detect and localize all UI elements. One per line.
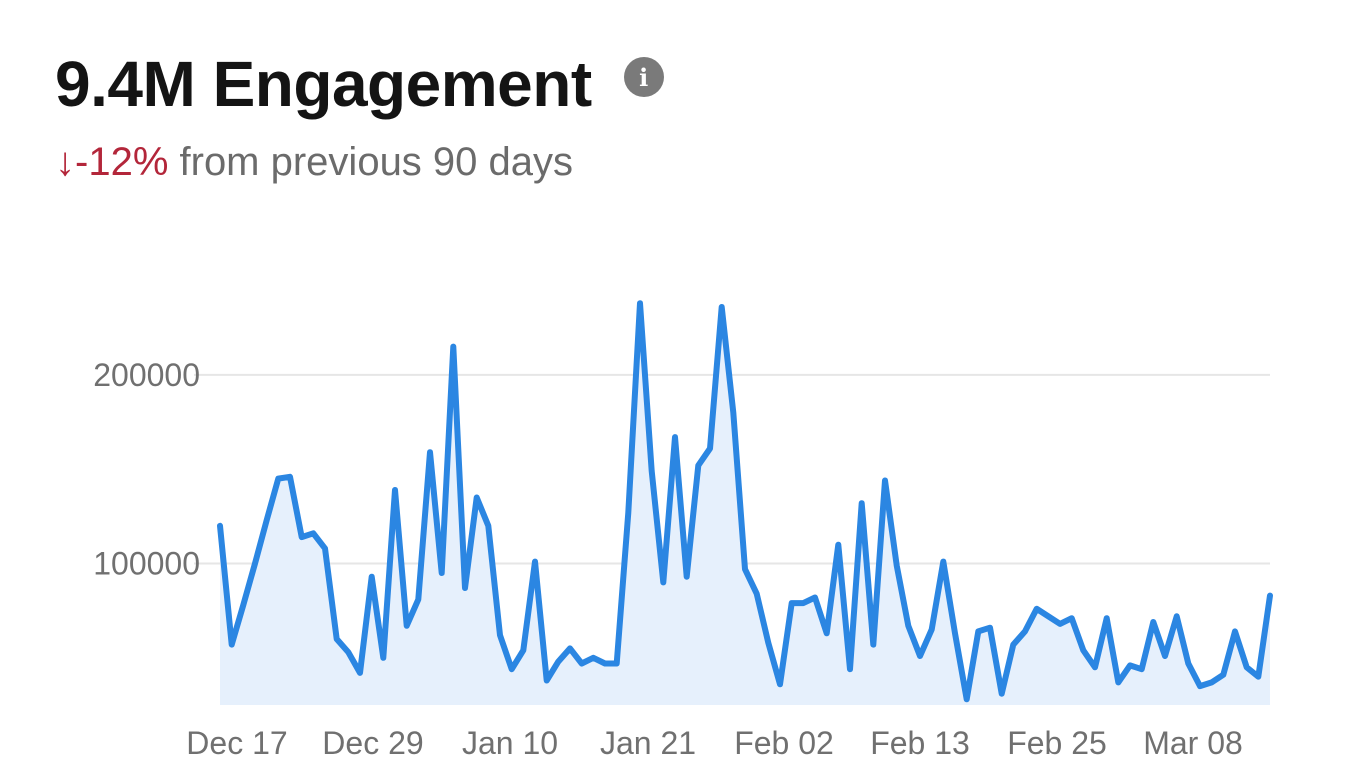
title-row: 9.4M Engagement i	[55, 52, 664, 116]
x-tick-label: Feb 13	[870, 725, 970, 761]
change-indicator: ↓-12%	[55, 140, 168, 184]
x-tick-label: Feb 25	[1007, 725, 1107, 761]
x-tick-label: Dec 29	[322, 725, 423, 761]
down-arrow-icon: ↓	[55, 140, 75, 184]
change-value: -12%	[75, 140, 169, 184]
change-subtitle: ↓-12% from previous 90 days	[55, 142, 664, 182]
x-tick-label: Jan 10	[462, 725, 558, 761]
series-line	[217, 300, 1273, 703]
info-icon[interactable]: i	[623, 57, 664, 97]
x-tick-label: Dec 17	[186, 725, 287, 761]
x-tick-label: Feb 02	[734, 725, 834, 761]
series-area	[220, 303, 1270, 705]
x-tick-label: Mar 08	[1143, 725, 1243, 761]
y-tick-label: 200000	[93, 357, 200, 393]
metric-headline: 9.4M Engagement	[55, 48, 592, 120]
y-tick-label: 100000	[93, 546, 200, 582]
metric-header: 9.4M Engagement i ↓-12% from previous 90…	[55, 52, 664, 182]
change-suffix: from previous 90 days	[168, 140, 574, 184]
x-tick-label: Jan 21	[600, 725, 696, 761]
